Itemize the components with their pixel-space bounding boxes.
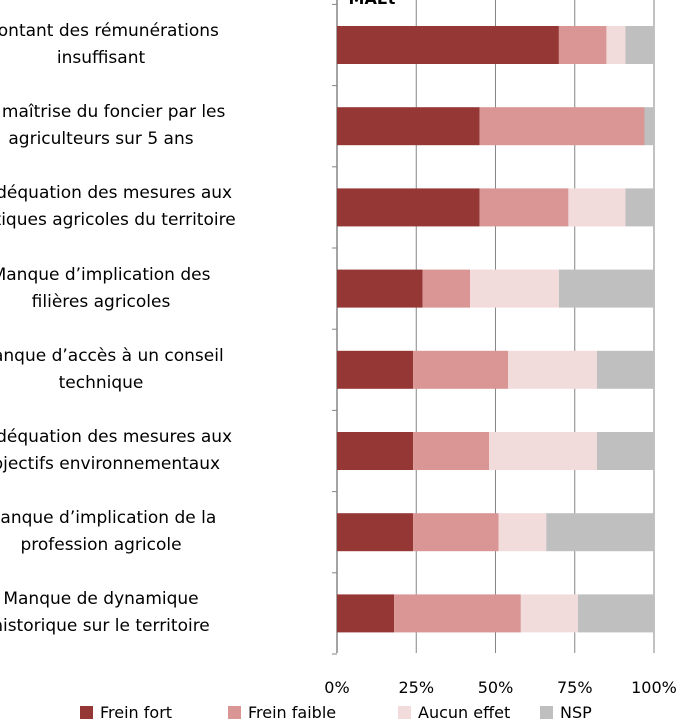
category-label: Inadéquation des mesures aux objectifs e… bbox=[0, 427, 233, 474]
category-label: Inadéquation des mesures aux pratiques a… bbox=[0, 183, 236, 231]
category-label: Manque d’implication des filières agrico… bbox=[0, 264, 211, 312]
category-label: Manque d’implication de la profession ag… bbox=[0, 508, 217, 556]
x-tick-label: 25% bbox=[398, 678, 434, 697]
bar-segment bbox=[337, 513, 414, 552]
bar-segment bbox=[596, 432, 654, 470]
bar-segment bbox=[644, 107, 654, 146]
bar-segment bbox=[508, 350, 597, 389]
x-tick-label: 50% bbox=[478, 678, 514, 697]
bar-segment bbox=[625, 188, 654, 227]
bar-segment bbox=[337, 594, 395, 633]
bar-segment bbox=[470, 269, 559, 308]
legend-swatch bbox=[398, 706, 411, 719]
chart-title: MAEt bbox=[349, 0, 396, 8]
bar-segment bbox=[577, 594, 654, 633]
bar-segment bbox=[337, 188, 480, 227]
bar-segment bbox=[422, 269, 471, 308]
bar-segment bbox=[413, 513, 499, 552]
bar-segment bbox=[558, 26, 607, 64]
category-label: Montant des rémunérations insuffisant bbox=[0, 21, 219, 68]
bar-segment bbox=[337, 269, 423, 308]
bar-segment bbox=[337, 432, 414, 470]
x-tick-label: 75% bbox=[557, 678, 593, 697]
legend-swatch bbox=[228, 706, 241, 719]
legend-label: Frein faible bbox=[248, 703, 336, 722]
bar-segment bbox=[606, 26, 626, 64]
bar-segment bbox=[394, 594, 521, 633]
bar-segment bbox=[625, 26, 654, 64]
bar-segment bbox=[489, 432, 597, 470]
category-label: Manque d’accès à un conseil technique bbox=[0, 345, 224, 393]
bar-segment bbox=[337, 350, 414, 389]
bar-segment bbox=[413, 432, 490, 470]
x-tick-label: 0% bbox=[324, 678, 349, 697]
category-label: Manque de dynamique historique sur le te… bbox=[0, 589, 210, 637]
bar-segment bbox=[498, 513, 547, 552]
bar-segment bbox=[558, 269, 654, 308]
bar-segment bbox=[520, 594, 578, 633]
bar-segment bbox=[568, 188, 626, 227]
bar-segment bbox=[337, 26, 559, 64]
legend-swatch bbox=[80, 706, 93, 719]
category-label: La maîtrise du foncier par les agriculte… bbox=[1, 102, 226, 150]
bar-segment bbox=[596, 350, 654, 389]
bar-segment bbox=[479, 188, 569, 227]
legend-label: Frein fort bbox=[100, 703, 172, 722]
bar-segment bbox=[413, 350, 509, 389]
legend-swatch bbox=[540, 706, 553, 719]
legend-label: Aucun effet bbox=[418, 703, 510, 722]
bar-segment bbox=[337, 107, 480, 146]
legend-label: NSP bbox=[560, 703, 592, 722]
x-tick-label: 100% bbox=[631, 678, 677, 697]
bar-segment bbox=[546, 513, 654, 552]
bar-segment bbox=[479, 107, 645, 146]
